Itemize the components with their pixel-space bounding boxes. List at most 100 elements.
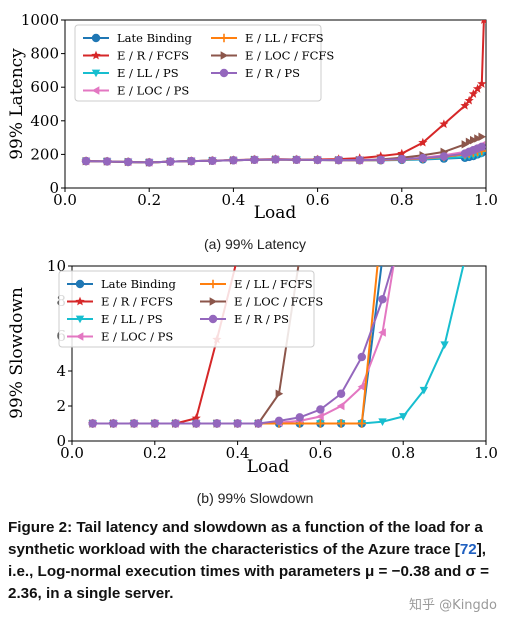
slowdown-chart: 0.00.20.40.60.81.00246810 Load 99% Slowd… xyxy=(7,252,498,477)
latency-legend-entry: E / LOC / FCFS xyxy=(211,49,334,63)
latency-legend-marker xyxy=(220,51,229,60)
slowdown-point-e-r-ps xyxy=(336,389,346,398)
slowdown-legend-label: E / LOC / FCFS xyxy=(234,295,323,309)
slowdown-subcaption: (b) 99% Slowdown xyxy=(197,490,314,506)
slowdown-x-tick-label: 0.0 xyxy=(60,444,84,462)
slowdown-legend-label: E / LL / FCFS xyxy=(234,277,313,291)
latency-point-e-loc-fcfs xyxy=(470,135,478,145)
latency-point-e-r-ps xyxy=(271,155,280,164)
slowdown-point-e-r-ps xyxy=(212,419,222,428)
latency-point-e-r-ps xyxy=(187,156,196,166)
latency-y-tick-label: 600 xyxy=(30,78,59,96)
latency-y-tick-label: 200 xyxy=(30,145,59,163)
slowdown-point-e-r-ps xyxy=(171,419,180,428)
slowdown-y-axis-label: 99% Slowdown xyxy=(7,287,27,419)
slowdown-point-e-r-ps xyxy=(391,253,399,261)
latency-legend-label: E / R / FCFS xyxy=(117,49,189,63)
latency-legend-marker xyxy=(91,33,101,43)
figure-caption-text-2: ], i.e., Log-normal execution times with… xyxy=(8,541,489,602)
slowdown-legend-marker xyxy=(75,315,85,324)
slowdown-legend-entry: E / LOC / PS xyxy=(67,330,173,344)
latency-x-tick-label: 0.0 xyxy=(53,191,77,209)
latency-legend-label: E / R / PS xyxy=(245,66,300,80)
slowdown-legend-marker xyxy=(208,279,218,289)
slowdown-x-tick-label: 0.4 xyxy=(226,444,250,462)
slowdown-y-tick-label: 2 xyxy=(56,397,66,415)
latency-point-e-r-ps xyxy=(418,153,428,163)
latency-legend-entry: E / LOC / PS xyxy=(83,84,189,98)
latency-point-e-r-ps xyxy=(229,156,238,165)
latency-y-tick-label: 0 xyxy=(49,179,59,197)
latency-point-e-r-ps xyxy=(355,155,364,165)
slowdown-y-tick-label: 4 xyxy=(56,362,66,380)
latency-point-e-r-ps xyxy=(477,142,486,152)
latency-point-e-r-fcfs xyxy=(418,137,428,147)
latency-point-e-r-fcfs xyxy=(481,20,486,24)
figure-caption: Figure 2: Tail latency and slowdown as a… xyxy=(8,517,500,605)
latency-legend: Late Binding E / R / FCFS E / LL / PS E / L… xyxy=(74,24,334,102)
slowdown-legend-entry: Late Binding xyxy=(67,277,177,291)
latency-legend-marker xyxy=(219,68,229,78)
slowdown-point-e-r-ps xyxy=(357,352,366,362)
slowdown-point-e-r-ps xyxy=(316,405,325,414)
latency-legend-entry: E / R / FCFS xyxy=(83,49,189,63)
latency-point-e-r-ps xyxy=(102,157,112,166)
slowdown-legend-label: E / R / PS xyxy=(234,312,289,326)
slowdown-point-e-ll-ps xyxy=(378,418,387,426)
latency-point-e-r-ps xyxy=(292,155,301,164)
latency-legend-marker xyxy=(219,33,229,43)
latency-legend-label: E / LL / FCFS xyxy=(245,31,324,45)
slowdown-line-e-r-ps xyxy=(92,266,394,425)
latency-x-axis-label: Load xyxy=(254,203,297,223)
slowdown-legend-box xyxy=(58,270,315,348)
slowdown-legend-entry: E / R / PS xyxy=(200,312,289,326)
slowdown-legend-label: E / LL / PS xyxy=(101,312,163,326)
latency-x-tick-label: 0.6 xyxy=(306,191,330,209)
slowdown-point-e-ll-fcfs xyxy=(316,419,325,428)
slowdown-legend-marker xyxy=(75,332,84,341)
latency-x-tick-label: 1.0 xyxy=(474,191,498,209)
slowdown-point-e-loc-ps xyxy=(378,328,386,337)
slowdown-y-tick-label: 0 xyxy=(56,432,66,450)
slowdown-legend-label: Late Binding xyxy=(101,277,177,291)
latency-point-e-r-ps xyxy=(439,152,449,161)
latency-legend-marker xyxy=(91,69,101,78)
slowdown-legend-marker xyxy=(208,314,218,324)
slowdown-point-e-r-ps xyxy=(150,419,159,428)
slowdown-point-e-r-ps xyxy=(254,419,263,428)
slowdown-point-e-r-ps xyxy=(233,419,242,428)
slowdown-point-e-ll-fcfs xyxy=(357,419,366,428)
latency-x-tick-label: 0.8 xyxy=(390,191,414,209)
latency-point-e-r-ps xyxy=(334,155,343,165)
latency-chart: 0.0 0.2 0.4 0.6 0.8 1.0 0 200 400 600 800 1000 Load… xyxy=(7,11,498,223)
slowdown-x-tick-label: 1.0 xyxy=(474,444,498,462)
latency-point-e-r-ps xyxy=(397,154,406,164)
slowdown-point-e-r-ps xyxy=(192,419,201,428)
slowdown-point-e-r-fcfs xyxy=(233,252,242,261)
citation-link[interactable]: 72 xyxy=(459,541,477,558)
slowdown-point-e-loc-fcfs xyxy=(275,389,284,398)
slowdown-x-tick-label: 0.6 xyxy=(308,444,332,462)
slowdown-point-e-ll-ps xyxy=(399,413,408,421)
slowdown-point-e-r-ps xyxy=(88,419,97,428)
latency-point-e-r-fcfs xyxy=(397,148,407,158)
slowdown-legend-entry: E / R / FCFS xyxy=(67,295,173,309)
latency-legend-marker xyxy=(91,50,101,60)
latency-legend-marker xyxy=(91,86,100,95)
slowdown-legend-marker xyxy=(75,279,85,289)
latency-y-axis-label: 99% Latency xyxy=(7,48,27,160)
latency-point-e-r-ps xyxy=(250,155,259,164)
latency-legend-entry: E / LL / PS xyxy=(83,66,179,80)
latency-point-e-r-ps xyxy=(166,157,175,166)
latency-series-e-r-ps xyxy=(81,142,486,167)
slowdown-legend-marker xyxy=(209,297,218,306)
latency-legend-label: Late Binding xyxy=(117,31,193,45)
slowdown-x-tick-label: 0.2 xyxy=(143,444,167,462)
slowdown-point-e-ll-ps xyxy=(419,386,429,395)
latency-y-tick-label: 800 xyxy=(30,45,59,63)
latency-x-tick-label: 0.2 xyxy=(137,191,161,209)
slowdown-point-e-r-ps xyxy=(295,413,304,422)
latency-point-e-r-fcfs xyxy=(468,89,478,98)
slowdown-legend-entry: E / LL / FCFS xyxy=(200,277,313,291)
latency-legend-label: E / LOC / PS xyxy=(117,84,189,98)
